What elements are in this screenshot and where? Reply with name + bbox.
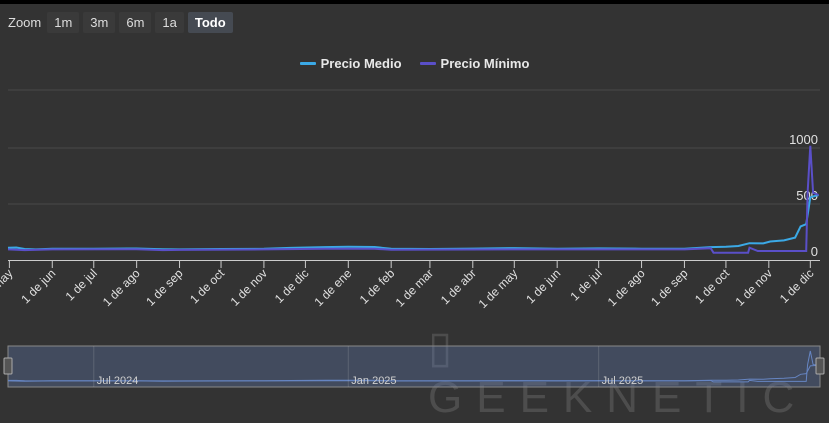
x-tick-label: 1 de oct — [692, 266, 733, 307]
x-tick-label: 1 de nov — [228, 266, 270, 308]
zoom-3m-button[interactable]: 3m — [83, 12, 116, 33]
x-tick-label: 1 de may — [0, 266, 16, 311]
x-tick-label: 1 de nov — [732, 266, 774, 308]
x-tick-label: 1 de may — [476, 266, 521, 311]
navigator-label: Jul 2024 — [97, 375, 139, 387]
legend-label: Precio Mínimo — [440, 56, 530, 71]
x-tick-label: 1 de feb — [357, 266, 398, 307]
navigator-label: Jan 2025 — [351, 375, 396, 387]
legend-label: Precio Medio — [320, 56, 402, 71]
x-tick-label: 1 de mar — [393, 266, 436, 309]
x-tick-label: 1 de jul — [568, 266, 605, 303]
x-tick-label: 1 de abr — [438, 266, 479, 307]
legend: Precio Medio Precio Mínimo — [0, 56, 829, 71]
zoom-1a-button[interactable]: 1a — [155, 12, 184, 33]
navigator-mask[interactable] — [7, 345, 821, 388]
top-border — [0, 0, 829, 4]
x-tick-label: 1 de dic — [777, 266, 817, 306]
legend-item-precio-medio[interactable]: Precio Medio — [299, 56, 402, 71]
zoom-1m-button[interactable]: 1m — [47, 12, 80, 33]
series-line-precio-minimo — [7, 145, 819, 254]
navigator-right-handle[interactable] — [815, 357, 825, 375]
x-tick-label: 1 de jun — [523, 266, 563, 306]
y-tick-label: 1000 — [789, 132, 818, 147]
x-tick-label: 1 de jul — [63, 266, 100, 303]
legend-swatch — [299, 62, 316, 65]
legend-swatch — [419, 62, 436, 65]
navigator-series — [7, 350, 819, 383]
x-tick-label: 1 de sep — [143, 266, 186, 309]
range-selector: Zoom 1m 3m 6m 1a Todo — [8, 12, 233, 33]
navigator-label: Jul 2025 — [602, 375, 644, 387]
x-tick-label: 1 de jun — [18, 266, 58, 306]
x-tick-label: 1 de dic — [272, 266, 312, 306]
x-tick-label: 1 de sep — [648, 266, 691, 309]
zoom-label: Zoom — [8, 15, 42, 30]
legend-item-precio-minimo[interactable]: Precio Mínimo — [419, 56, 530, 71]
y-tick-label: 0 — [811, 244, 818, 259]
x-tick-label: 1 de ago — [605, 266, 648, 309]
zoom-6m-button[interactable]: 6m — [119, 12, 152, 33]
navigator-left-handle[interactable] — [3, 357, 13, 375]
x-tick-label: 1 de ago — [100, 266, 143, 309]
series-line-precio-medio — [7, 194, 819, 251]
x-tick-label: 1 de oct — [187, 266, 228, 307]
x-tick-label: 1 de ene — [311, 266, 354, 309]
zoom-todo-button[interactable]: Todo — [187, 12, 233, 33]
